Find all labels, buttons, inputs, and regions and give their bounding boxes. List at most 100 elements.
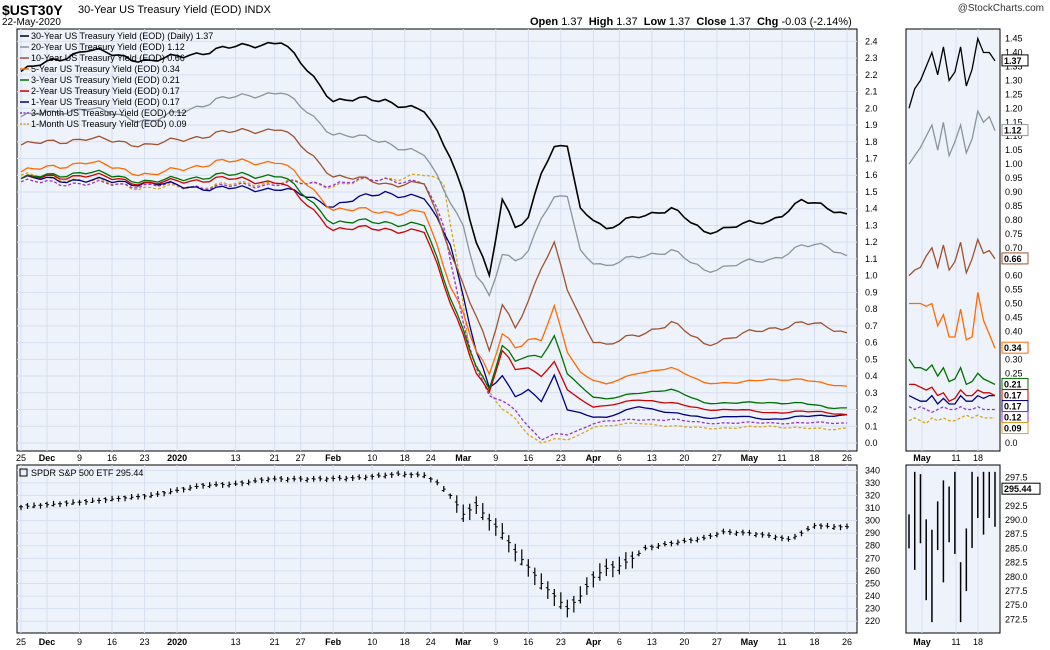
x-tick-label: 27: [712, 453, 722, 463]
mini-y-tick-label: 1.40: [1005, 48, 1023, 58]
x-tick-label: 20: [679, 637, 689, 647]
low-value: 1.37: [668, 16, 691, 28]
mini-spy-y-tick-label: 297.5: [1005, 473, 1028, 483]
y-tick-label: 340: [865, 465, 880, 475]
y-tick-label: 310: [865, 503, 880, 513]
x-tick-label: 2020: [167, 637, 187, 647]
y-tick-label: 0.2: [865, 405, 878, 415]
value-tag: [1001, 54, 1029, 67]
x-tick-label: May: [741, 453, 759, 463]
x-tick-label: 23: [140, 637, 150, 647]
mini-y-tick-label: 1.45: [1005, 34, 1023, 44]
low-label: Low: [643, 16, 666, 28]
x-tick-label: 25: [16, 637, 26, 647]
y-tick-label: 0.8: [865, 304, 878, 314]
x-tick-label: 10: [367, 453, 377, 463]
mini-spy-y-tick-label: 292.5: [1005, 501, 1028, 511]
mini-x-tick-label: May: [913, 637, 931, 647]
x-tick-label: 23: [140, 453, 150, 463]
x-tick-label: 18: [809, 637, 819, 647]
x-tick-label: May: [741, 637, 759, 647]
x-tick-label: 18: [400, 453, 410, 463]
value-tag-label: 0.09: [1004, 424, 1022, 434]
value-tag: [1001, 124, 1029, 137]
y-tick-label: 0.9: [865, 287, 878, 297]
chg-value: -0.03 (-2.14%): [781, 16, 852, 28]
high-value: 1.37: [616, 16, 638, 28]
chart-title: 30-Year US Treasury Yield (EOD) INDX: [78, 4, 271, 16]
series-thirty: [20, 41, 848, 279]
mini-x-tick-label: 11: [951, 453, 960, 463]
x-tick-label: Apr: [586, 637, 602, 647]
x-tick-label: 27: [296, 453, 306, 463]
mini-series-ten: [908, 237, 996, 277]
value-tag-label: 1.12: [1004, 126, 1022, 136]
x-tick-label: 10: [367, 637, 377, 647]
x-tick-label: 13: [231, 637, 241, 647]
x-tick-label: 9: [77, 453, 82, 463]
y-tick-label: 2.4: [865, 36, 878, 46]
mini-spy-y-tick-label: 275.0: [1005, 600, 1028, 610]
mini-y-tick-label: 0.85: [1005, 201, 1023, 211]
x-tick-label: 9: [493, 637, 498, 647]
value-tag-label: 0.21: [1004, 379, 1022, 389]
chart-title-text: 30-Year US Treasury Yield (EOD): [78, 4, 242, 16]
series-five: [20, 158, 848, 387]
mini-y-tick-label: 1.25: [1005, 89, 1023, 99]
value-tag-label: 0.34: [1004, 343, 1022, 353]
chg-label: Chg: [756, 16, 779, 28]
y-tick-label: 240: [865, 591, 880, 601]
x-tick-label: 13: [647, 637, 657, 647]
mini-series-three: [908, 358, 996, 386]
mini-y-tick-label: 0.75: [1005, 229, 1023, 239]
ohlc-readout: Open 1.37 High 1.37 Low 1.37 Close 1.37 …: [530, 16, 852, 28]
mini-spy-y-tick-label: 285.0: [1005, 543, 1028, 553]
mini-y-tick-label: 0.50: [1005, 299, 1023, 309]
x-tick-label: Dec: [39, 453, 56, 463]
y-tick-label: 2.2: [865, 70, 878, 80]
y-tick-label: 2.1: [865, 87, 878, 97]
x-tick-label: 21: [270, 637, 280, 647]
mini-series-one: [908, 394, 995, 406]
x-tick-label: 6: [617, 637, 622, 647]
legend-item: 1-Month US Treasury Yield (EOD) 0.09: [31, 119, 187, 129]
x-tick-label: 11: [777, 453, 786, 463]
x-tick-label: 16: [107, 637, 117, 647]
y-tick-label: 0.5: [865, 354, 878, 364]
open-label: Open: [530, 16, 559, 28]
mini-series-thirty: [908, 36, 996, 109]
value-tag-label: 0.17: [1004, 391, 1022, 401]
x-tick-label: 27: [712, 637, 722, 647]
x-tick-label: 16: [523, 637, 533, 647]
x-tick-label: 20: [679, 453, 689, 463]
x-tick-label: 16: [107, 453, 117, 463]
value-tag-label: 0.66: [1004, 254, 1022, 264]
y-tick-label: 1.4: [865, 204, 878, 214]
mini-x-tick-label: May: [913, 453, 931, 463]
x-tick-label: 25: [16, 453, 26, 463]
mini-spy-y-tick-label: 277.5: [1005, 586, 1028, 596]
close-value: 1.37: [729, 16, 751, 28]
x-tick-label: 18: [809, 453, 819, 463]
x-tick-label: 13: [231, 453, 241, 463]
x-tick-label: 24: [426, 637, 436, 647]
legend-item: 1-Year US Treasury Yield (EOD) 0.17: [31, 97, 180, 107]
y-tick-label: 320: [865, 490, 880, 500]
legend-item: 3-Month US Treasury Yield (EOD) 0.12: [31, 108, 187, 118]
brand-watermark: @StockCharts.com: [957, 3, 1044, 14]
x-tick-label: Mar: [455, 637, 472, 647]
mini-spy-y-tick-label: 280.0: [1005, 572, 1028, 582]
x-tick-label: Apr: [586, 453, 602, 463]
y-tick-label: 0.3: [865, 388, 878, 398]
y-tick-label: 220: [865, 616, 880, 626]
spy-panel: [16, 464, 858, 634]
mini-x-tick-label: 11: [951, 637, 960, 647]
mini-y-tick-label: 0.55: [1005, 285, 1023, 295]
y-tick-label: 270: [865, 553, 880, 563]
mini-y-tick-label: 0.40: [1005, 326, 1023, 336]
x-tick-label: Dec: [39, 637, 56, 647]
exchange-label: INDX: [244, 4, 271, 16]
mini-x-tick-label: 18: [973, 453, 983, 463]
x-tick-label: 21: [270, 453, 280, 463]
